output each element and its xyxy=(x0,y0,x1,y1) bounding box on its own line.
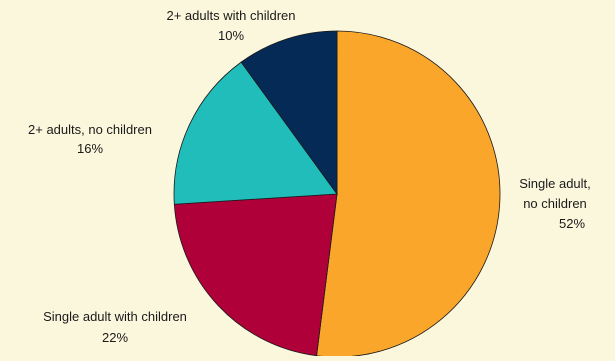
slice-value-single-adult-no-children: 52% xyxy=(559,216,585,231)
pie-slice-single-adult-with-children xyxy=(173,193,338,357)
pie-slices xyxy=(173,30,501,358)
slice-label-single-adult-no-children-line2: no children xyxy=(523,196,587,211)
pie-slice-2plus-adults-with-children xyxy=(240,30,338,196)
slice-value-single-adult-with-children: 22% xyxy=(102,330,128,345)
slice-value-2plus-adults-with-children: 10% xyxy=(218,28,244,43)
slice-label-single-adult-no-children-line1: Single adult, xyxy=(519,176,591,191)
pie-slice-2plus-adults-no-children xyxy=(173,61,338,205)
slice-label-single-adult-with-children: Single adult with children xyxy=(43,309,187,324)
pie-slice-single-adult-no-children xyxy=(316,30,501,358)
slice-value-2plus-adults-no-children: 16% xyxy=(77,141,103,156)
slice-label-2plus-adults-no-children: 2+ adults, no children xyxy=(28,122,152,137)
slice-label-2plus-adults-with-children: 2+ adults with children xyxy=(167,8,296,23)
